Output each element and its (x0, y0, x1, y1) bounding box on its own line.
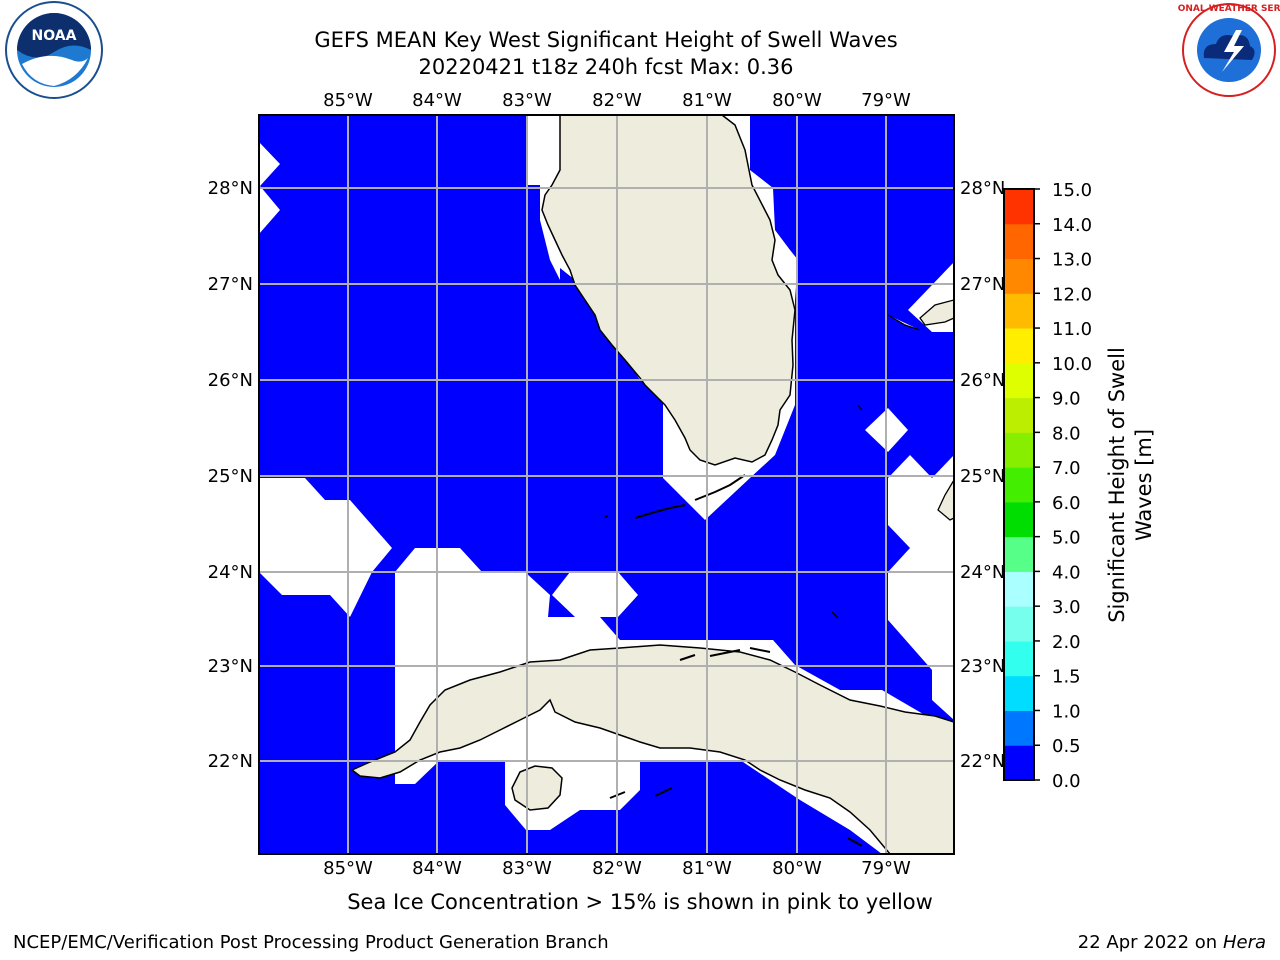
sea-ice-caption: Sea Ice Concentration > 15% is shown in … (347, 890, 933, 914)
colorbar-segment (1004, 675, 1034, 711)
colorbar-tick-label: 13.0 (1052, 250, 1092, 271)
colorbar-tick-label: 11.0 (1052, 319, 1092, 340)
lon-label-top: 82°W (592, 90, 642, 111)
lat-label-left: 25°N (208, 466, 253, 487)
colorbar-tick-label: 9.0 (1052, 389, 1081, 410)
colorbar-tick-label: 5.0 (1052, 528, 1081, 549)
lat-label-left: 24°N (208, 562, 253, 583)
lat-label-left: 26°N (208, 370, 253, 391)
colorbar-segment (1004, 606, 1034, 642)
colorbar-tick-label: 7.0 (1052, 458, 1081, 479)
colorbar-ticks: 15.0 14.0 13.0 12.0 11.0 10.0 9.0 8.0 7.0 6.0 5.0 4… (1034, 180, 1092, 792)
noaa-logo-text: NOAA (32, 28, 77, 44)
colorbar-tick-label: 3.0 (1052, 597, 1081, 618)
colorbar-label-line1: Significant Height of Swell (1105, 347, 1129, 623)
colorbar-frame (1003, 188, 1035, 781)
lat-label-right: 22°N (960, 751, 1005, 772)
colorbar-tick-label: 1.0 (1052, 701, 1081, 722)
colorbar-tick-label: 14.0 (1052, 215, 1092, 236)
lon-label-bottom: 85°W (323, 858, 373, 879)
lon-label-bottom: 79°W (861, 858, 911, 879)
colorbar-segment (1004, 397, 1034, 433)
chart-title-line1: GEFS MEAN Key West Significant Height of… (314, 28, 898, 52)
colorbar-segment (1004, 223, 1034, 260)
colorbar-segment (1004, 189, 1034, 225)
lat-label-left: 28°N (208, 178, 253, 199)
lon-label-bottom: 80°W (772, 858, 822, 879)
lon-label-bottom: 82°W (592, 858, 642, 879)
lon-label-bottom: 83°W (502, 858, 552, 879)
colorbar-tick-label: 1.5 (1052, 667, 1081, 688)
colorbar-tick-label: 12.0 (1052, 284, 1092, 305)
isle-of-youth (511, 765, 563, 811)
colorbar-tick-label: 4.0 (1052, 562, 1081, 583)
lat-label-left: 27°N (208, 274, 253, 295)
lon-label-top: 85°W (323, 90, 373, 111)
footer-credit: NCEP/EMC/Verification Post Processing Pr… (13, 932, 609, 953)
nws-logo-text: NATIONAL WEATHER SERVICE (1178, 4, 1280, 14)
footer-date-text: 22 Apr 2022 on (1077, 932, 1218, 953)
colorbar-segment (1004, 258, 1034, 294)
lon-label-top: 79°W (861, 90, 911, 111)
map-frame (258, 114, 955, 855)
lon-label-bottom: 81°W (682, 858, 732, 879)
footer-date: 22 Apr 2022 on Hera (1078, 932, 1266, 953)
footer-machine: Hera (1222, 932, 1266, 953)
colorbar-segment (1004, 745, 1034, 781)
colorbar-tick-label: 2.0 (1052, 632, 1081, 653)
florida-land (541, 115, 796, 466)
lat-label-right: 27°N (960, 274, 1005, 295)
colorbar-segment (1004, 362, 1034, 399)
colorbar-segment (1004, 467, 1034, 503)
lat-label-right: 24°N (960, 562, 1005, 583)
florida-keys (604, 474, 746, 519)
colorbar-tick-label: 0.0 (1052, 771, 1081, 792)
chart-title-line2: 20220421 t18z 240h fcst Max: 0.36 (418, 55, 794, 79)
colorbar (1004, 189, 1034, 781)
lat-label-right: 26°N (960, 370, 1005, 391)
colorbar-tick-label: 8.0 (1052, 423, 1081, 444)
colorbar-segment (1004, 501, 1034, 538)
noaa-logo: NOAA (5, 1, 103, 99)
gridlines (259, 115, 954, 854)
lon-label-top: 81°W (682, 90, 732, 111)
lat-label-right: 28°N (960, 178, 1005, 199)
lat-label-right: 23°N (960, 656, 1005, 677)
nws-logo: NATIONAL WEATHER SERVICE (1178, 3, 1280, 97)
colorbar-segment (1004, 536, 1034, 572)
colorbar-segment (1004, 710, 1034, 746)
colorbar-tick-label: 6.0 (1052, 493, 1081, 514)
lon-label-top: 84°W (412, 90, 462, 111)
lon-label-top: 80°W (772, 90, 822, 111)
bahamas-land (831, 299, 954, 619)
colorbar-segment (1004, 571, 1034, 607)
lon-label-top: 83°W (502, 90, 552, 111)
colorbar-tick-label: 0.5 (1052, 736, 1081, 757)
colorbar-segment (1004, 293, 1034, 329)
colorbar-label-line2: Waves [m] (1132, 429, 1156, 541)
lon-label-bottom: 84°W (412, 858, 462, 879)
colorbar-segment (1004, 432, 1034, 468)
lat-label-left: 22°N (208, 751, 253, 772)
colorbar-segment (1004, 640, 1034, 677)
lat-label-right: 25°N (960, 466, 1005, 487)
colorbar-segment (1004, 328, 1034, 364)
colorbar-tick-label: 15.0 (1052, 180, 1092, 201)
colorbar-tick-label: 10.0 (1052, 354, 1092, 375)
lat-label-left: 23°N (208, 656, 253, 677)
